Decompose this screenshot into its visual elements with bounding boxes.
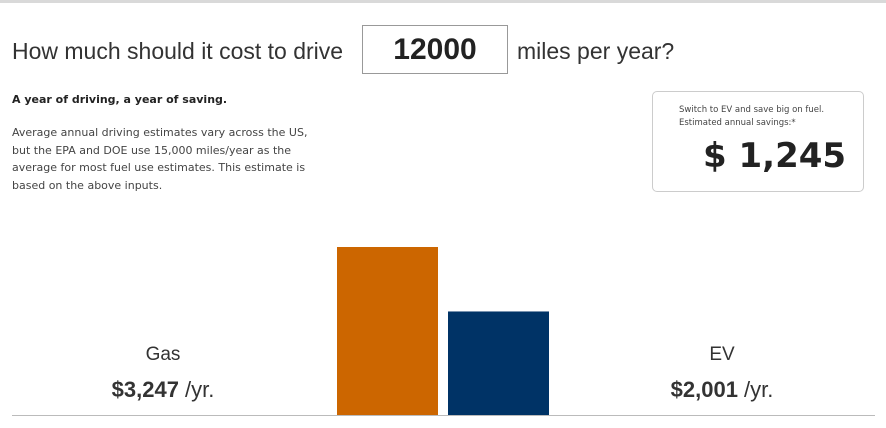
bar — [448, 311, 549, 415]
text-line: Estimated annual savings:* — [679, 118, 796, 128]
value-label: $3,247/yr. — [112, 377, 215, 402]
text-line: average for most fuel use estimates. Thi… — [12, 161, 306, 174]
heading: miles per year? — [517, 38, 675, 64]
value-amount: $2,001 — [671, 377, 738, 402]
intro-heading: A year of driving, a year of saving. — [12, 93, 228, 106]
text-line: but the EPA and DOE use 15,000 miles/yea… — [12, 143, 292, 157]
bar — [337, 247, 438, 415]
savings-text: Switch to EV and save big on fuel. Estim… — [679, 104, 824, 130]
heading: How much should it cost to drive — [12, 38, 344, 64]
category-label: Gas — [146, 344, 181, 365]
value-amount: $3,247 — [112, 377, 179, 402]
text-line: based on the above inputs. — [12, 178, 163, 192]
category-label: EV — [709, 344, 735, 365]
savings-amount: $ 1,245 — [703, 136, 847, 176]
savings-box: Switch to EV and save big on fuel. Estim… — [652, 91, 864, 192]
value-label: $2,001/yr. — [671, 377, 774, 402]
intro-text: Average annual driving estimates vary ac… — [12, 124, 307, 194]
unit: /yr. — [744, 377, 773, 402]
miles-input[interactable]: 12000 — [362, 25, 508, 74]
text-line: Switch to EV and save big on fuel. — [679, 105, 825, 115]
top-border — [0, 0, 886, 3]
text-line: Average annual driving estimates vary ac… — [12, 126, 308, 139]
unit: /yr. — [185, 377, 214, 402]
